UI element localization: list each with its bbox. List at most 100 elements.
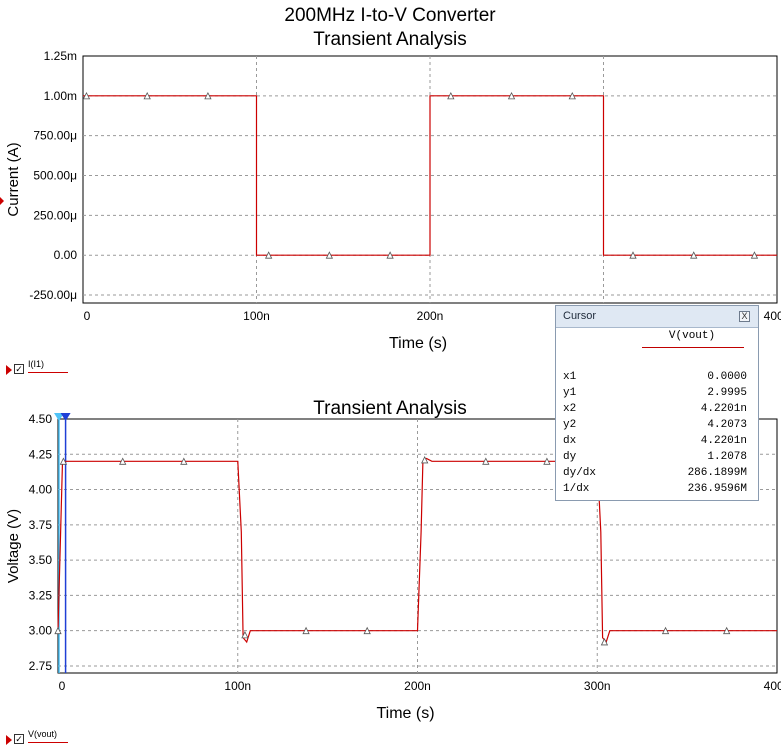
x-axis-label: Time (s) (376, 705, 434, 722)
cursor-row-dx: dx 4.2201n (563, 433, 747, 449)
legend-checkbox[interactable]: ✓ (14, 364, 24, 374)
y-tick-label: 0.00 (54, 248, 78, 262)
series-marker (386, 251, 394, 259)
y-tick-label: -250.00μ (29, 288, 77, 302)
legend-bottom[interactable]: ✓ V(vout) (6, 729, 76, 746)
cursor-row-value: 1.2078 (707, 451, 747, 463)
chart-1 (82, 55, 778, 304)
cursor-row-value: 286.1899M (687, 467, 747, 479)
x-tick-label: 100n (224, 679, 251, 693)
cursor-row-label: y1 (563, 387, 577, 399)
y-axis-label: Voltage (V) (5, 509, 22, 583)
y-tick-label: 2.75 (29, 659, 53, 673)
legend-line (28, 742, 68, 743)
y-axis-label: Current (A) (5, 142, 22, 216)
x-tick-label: 200n (404, 679, 431, 693)
cursor-row-label: dy (563, 451, 577, 463)
y-tick-label: 3.25 (29, 588, 53, 602)
cursor-row-label: dx (563, 435, 577, 447)
chart-title: 200MHz I-to-V Converter (284, 5, 496, 26)
legend-line (28, 372, 68, 373)
cursor-1-handle (54, 413, 64, 421)
series-marker (264, 251, 273, 259)
cursor-row-dy-dx: dy/dx 286.1899M (563, 465, 747, 481)
series-marker (363, 626, 371, 635)
series-marker (723, 626, 731, 635)
x-tick-label: 100n (243, 309, 270, 323)
cursor-row-label: x2 (563, 403, 577, 415)
series-line (83, 95, 777, 256)
series-marker (119, 457, 127, 465)
chart-subtitle: Transient Analysis (313, 29, 466, 50)
y-tick-label: 4.00 (29, 483, 53, 497)
series-marker (507, 91, 516, 100)
chart-title: Transient Analysis (313, 398, 466, 419)
cursor-row-label: y2 (563, 419, 577, 431)
cursor-readout: x1 0.0000 y1 2.9995 x2 4.2201n y2 4.2073 dx 4.220… (563, 369, 747, 497)
y-tick-label: 4.25 (29, 447, 53, 461)
series-marker (629, 251, 637, 259)
legend-checkbox[interactable]: ✓ (14, 734, 24, 744)
series-marker (59, 457, 68, 465)
cursor-row-x2: x2 4.2201n (563, 401, 747, 417)
series-marker (143, 91, 151, 100)
cursor-row-value: 2.9995 (707, 387, 747, 399)
series-marker (302, 626, 310, 635)
cursor-trace-line (642, 347, 744, 348)
cursor-row-y2: y2 4.2073 (563, 417, 747, 433)
cursor-window-title: Cursor (563, 310, 597, 322)
x-tick-label: 300n (584, 679, 611, 693)
x-tick-label: 400n (764, 309, 781, 323)
cursor-row-value: 236.9596M (687, 483, 747, 495)
series-marker (690, 251, 698, 259)
cursor-2-handle (60, 413, 71, 421)
y-tick-label: 3.75 (29, 518, 53, 532)
y-tick-label: 500.00μ (33, 169, 77, 183)
series-marker (325, 251, 334, 259)
y-tick-label: 250.00μ (33, 208, 77, 222)
legend-label: I(I1) (28, 359, 45, 369)
series-marker (568, 91, 576, 100)
x-tick-label: 0 (84, 309, 91, 323)
cursor-row-y1: y1 2.9995 (563, 385, 747, 401)
y-tick-label: 750.00μ (33, 129, 77, 143)
series-marker (54, 626, 62, 635)
y-tick-label: 4.50 (29, 412, 53, 426)
probe-arrow-icon (0, 197, 4, 205)
x-axis-label: Time (s) (389, 335, 447, 352)
series-marker (661, 626, 670, 635)
series-marker (482, 457, 490, 465)
series-marker (204, 91, 212, 100)
cursor-row-label: 1/dx (563, 483, 590, 495)
y-tick-label: 1.00m (44, 89, 77, 103)
series-marker (241, 631, 249, 639)
cursor-row-value: 4.2201n (700, 403, 747, 415)
cursor-window[interactable]: Cursor X V(vout) x1 0.0000 y1 2.9995 x2 4.220… (555, 305, 759, 501)
series-marker (447, 91, 455, 100)
y-tick-label: 3.50 (29, 553, 53, 567)
cursor-row-value: 4.2073 (707, 419, 747, 431)
cursor-row-label: x1 (563, 371, 577, 383)
cursor-row-label: dy/dx (563, 467, 597, 479)
cursor-row-x1: x1 0.0000 (563, 369, 747, 385)
y-tick-label: 1.25m (44, 49, 77, 63)
cursor-window-titlebar[interactable]: Cursor X (556, 306, 758, 328)
legend-arrow-icon (6, 365, 12, 375)
y-tick-label: 3.00 (29, 624, 53, 638)
cursor-row-dy: dy 1.2078 (563, 449, 747, 465)
x-tick-label: 400n (764, 679, 781, 693)
legend-top[interactable]: ✓ I(I1) (6, 359, 76, 376)
series-marker (421, 456, 429, 464)
series-marker (750, 251, 759, 259)
cursor-row-value: 4.2201n (700, 435, 747, 447)
series-marker (180, 457, 188, 465)
close-icon[interactable]: X (739, 311, 750, 322)
x-tick-label: 0 (59, 679, 66, 693)
series-marker (82, 91, 91, 100)
cursor-row-1-dx: 1/dx 236.9596M (563, 481, 747, 497)
series-marker (600, 638, 609, 646)
legend-label: V(vout) (28, 729, 58, 739)
cursor-row-value: 0.0000 (707, 371, 747, 383)
legend-arrow-icon (6, 735, 12, 745)
